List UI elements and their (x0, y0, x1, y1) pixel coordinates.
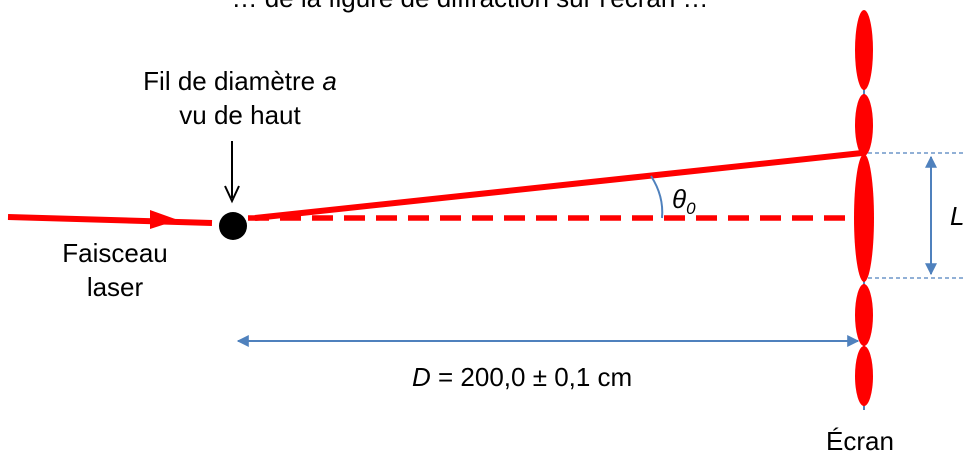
wire-cross-section-icon (219, 212, 247, 240)
fringe-bottom-1 (855, 284, 873, 346)
distance-value: = 200,0 ± 0,1 cm (430, 362, 633, 392)
laser-label-line2: laser (86, 272, 144, 302)
wire-label-prefix: Fil de diamètre (143, 66, 323, 96)
angle-subscript: 0 (686, 199, 696, 218)
diffraction-fringes (854, 10, 874, 406)
screen-label: Écran (826, 426, 894, 456)
laser-label: Faisceau laser (30, 236, 200, 304)
incident-beam-arrow (150, 210, 178, 229)
incident-beam (7, 214, 213, 226)
fringe-bottom-2 (855, 346, 873, 406)
fringe-central (854, 154, 874, 282)
distance-variable: D (412, 362, 431, 392)
wire-label-line1: Fil de diamètre a (110, 64, 370, 98)
top-caption-cropped: … de la figure de diffraction sur l'écra… (230, 0, 710, 15)
fringe-top-1 (855, 94, 873, 156)
laser-label-line1: Faisceau (62, 238, 168, 268)
angle-label: θ0 (672, 182, 696, 220)
top-caption-text: … de la figure de diffraction sur l'écra… (231, 0, 708, 13)
angle-symbol: θ (672, 184, 687, 214)
width-label: L (950, 201, 965, 231)
fringe-top-2 (855, 10, 873, 90)
distance-label: D = 200,0 ± 0,1 cm (412, 360, 632, 394)
wire-label: Fil de diamètre a vu de haut (110, 64, 370, 132)
diffracted-beam (254, 150, 863, 221)
wire-label-line2: vu de haut (179, 100, 301, 130)
angle-arc (650, 175, 664, 219)
down-arrow-icon (224, 141, 240, 204)
wire-diameter-variable: a (322, 66, 337, 96)
